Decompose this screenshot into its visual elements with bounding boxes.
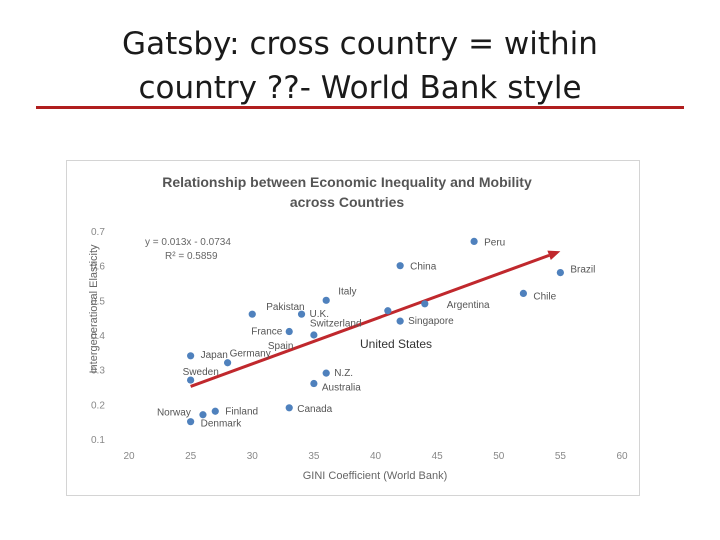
y-axis-label: Intergenerational Elasticity xyxy=(88,244,100,374)
x-tick-label-6: 50 xyxy=(493,451,505,462)
data-point-australia xyxy=(310,379,318,388)
point-label-singapore: Singapore xyxy=(408,316,454,327)
data-point-chile xyxy=(519,289,527,297)
data-point-spain xyxy=(310,331,318,339)
data-point-italy xyxy=(322,296,330,304)
y-tick-label-6: 0.7 xyxy=(91,227,105,238)
data-points xyxy=(187,237,564,426)
y-tick-label-4: 0.5 xyxy=(91,296,105,307)
y-tick-label-1: 0.2 xyxy=(91,400,105,411)
point-label-china: China xyxy=(410,262,437,273)
scatter-chart: Relationship between Economic Inequality… xyxy=(88,174,628,482)
data-point-argentina xyxy=(421,300,429,308)
data-point-denmark xyxy=(187,418,195,426)
data-point-singapore xyxy=(396,317,404,325)
point-label-n-z: N.Z. xyxy=(334,368,353,379)
point-label-australia: Australia xyxy=(322,383,361,394)
point-label-pakistan: Pakistan xyxy=(266,302,304,313)
x-tick-label-8: 60 xyxy=(616,451,628,462)
point-label-argentina: Argentina xyxy=(447,300,490,311)
data-point-brazil xyxy=(556,269,564,277)
chart-frame: Relationship between Economic Inequality… xyxy=(66,160,640,496)
point-label-japan: Japan xyxy=(201,350,228,361)
y-tick-label-0: 0.1 xyxy=(91,435,105,446)
x-tick-label-5: 45 xyxy=(432,451,444,462)
trendline-arrowhead xyxy=(547,250,561,261)
y-axis-ticks: 0.1 0.2 0.3 0.4 0.5 0.6 0.7 xyxy=(91,227,105,446)
data-point-germany xyxy=(224,359,232,367)
data-point-labels: Peru China Brazil Chile Argentina Italy Pakist… xyxy=(157,237,595,429)
data-point-peru xyxy=(470,237,478,245)
y-tick-label-2: 0.3 xyxy=(91,366,105,377)
x-tick-label-4: 40 xyxy=(370,451,382,462)
data-point-china xyxy=(396,262,404,270)
chart-title-line-2: across Countries xyxy=(290,194,405,210)
us-annotation: United States xyxy=(360,337,432,351)
point-label-norway: Norway xyxy=(157,408,191,419)
x-tick-label-1: 25 xyxy=(185,451,197,462)
trendline xyxy=(190,253,550,388)
data-point-norway xyxy=(199,411,207,419)
data-point-pakistan xyxy=(248,310,256,318)
slide-title-line-1: Gatsby: cross country = within xyxy=(122,26,598,62)
trend-r-squared: R² = 0.5859 xyxy=(165,251,218,262)
point-label-brazil: Brazil xyxy=(570,265,595,276)
point-label-finland: Finland xyxy=(225,406,258,417)
data-point-japan xyxy=(187,352,195,360)
point-label-canada: Canada xyxy=(297,404,332,415)
slide-title: Gatsby: cross country = within country ?… xyxy=(0,22,720,110)
point-label-denmark: Denmark xyxy=(201,419,243,430)
data-point-switzerland xyxy=(384,307,392,315)
point-label-france: France xyxy=(251,327,283,338)
y-tick-label-3: 0.4 xyxy=(91,331,105,342)
data-point-n-z xyxy=(322,369,330,377)
point-label-italy: Italy xyxy=(338,286,356,297)
data-point-france xyxy=(285,327,293,336)
x-axis-label: GINI Coefficient (World Bank) xyxy=(303,470,447,482)
slide-title-line-2: country ??- World Bank style xyxy=(138,70,582,106)
point-label-u-k: U.K. xyxy=(310,309,329,320)
y-tick-label-5: 0.6 xyxy=(91,262,105,273)
data-point-canada xyxy=(285,404,293,412)
data-point-u-k xyxy=(297,310,306,318)
x-tick-label-0: 20 xyxy=(123,451,135,462)
point-label-germany: Germany xyxy=(230,349,271,360)
point-label-peru: Peru xyxy=(484,237,505,248)
x-tick-label-7: 55 xyxy=(555,451,567,462)
data-point-finland xyxy=(211,407,219,415)
x-axis-ticks: 20 25 30 35 40 45 50 55 60 xyxy=(123,451,628,462)
chart-title-line-1: Relationship between Economic Inequality… xyxy=(162,174,532,190)
point-label-sweden: Sweden xyxy=(183,367,219,378)
x-tick-label-2: 30 xyxy=(247,451,259,462)
title-underline xyxy=(36,106,684,109)
trend-equation: y = 0.013x - 0.0734 xyxy=(145,237,231,248)
data-point-sweden xyxy=(187,376,195,384)
point-label-spain: Spain xyxy=(268,341,294,352)
point-label-switzerland: Switzerland xyxy=(310,319,362,330)
x-tick-label-3: 35 xyxy=(308,451,320,462)
point-label-chile: Chile xyxy=(533,291,556,302)
